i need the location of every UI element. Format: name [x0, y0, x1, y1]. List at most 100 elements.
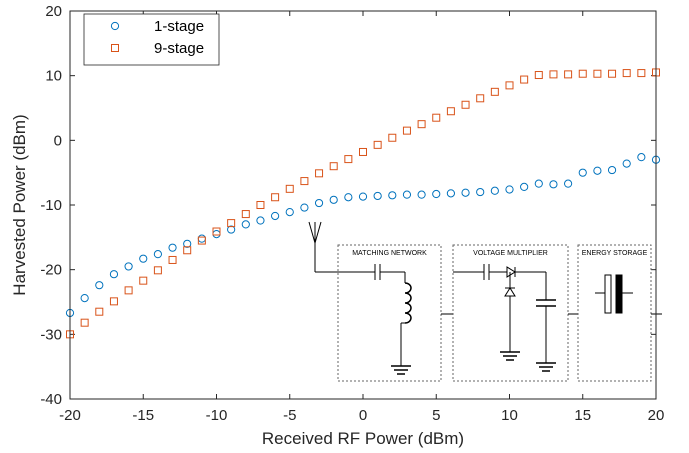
data-point-9-stage	[373, 140, 382, 149]
data-point-9-stage	[153, 266, 162, 275]
data-point-9-stage	[476, 94, 485, 103]
y-axis-ticks: -40 -30 -20 -10 0 10 20	[40, 3, 656, 408]
data-point-1-stage	[285, 208, 294, 217]
data-point-9-stage	[329, 162, 338, 171]
data-point-9-stage	[593, 69, 602, 78]
data-point-1-stage	[432, 189, 441, 199]
y-tick-label: -40	[40, 391, 62, 408]
x-tick-label: 10	[501, 407, 518, 424]
data-point-1-stage	[95, 281, 104, 290]
x-tick-label: -10	[206, 407, 228, 424]
data-point-1-stage	[490, 186, 499, 195]
x-tick-label: -20	[59, 407, 81, 424]
data-point-1-stage	[549, 180, 558, 189]
data-point-9-stage	[432, 113, 441, 122]
data-point-9-stage	[285, 184, 294, 193]
data-point-1-stage	[344, 193, 353, 202]
circuit-inset	[308, 221, 662, 382]
data-point-9-stage	[139, 276, 148, 285]
y-tick-label: 10	[45, 68, 62, 85]
data-point-1-stage	[153, 250, 162, 259]
data-point-9-stage	[637, 69, 646, 78]
data-point-1-stage	[80, 294, 89, 303]
x-tick-label: 20	[648, 407, 665, 424]
data-point-9-stage	[549, 70, 558, 79]
data-point-1-stage	[534, 179, 543, 188]
data-point-9-stage	[300, 177, 309, 186]
data-point-9-stage	[212, 227, 221, 236]
data-point-9-stage	[446, 107, 455, 116]
data-point-1-stage	[578, 168, 587, 177]
series-9-stage	[66, 68, 660, 339]
data-point-9-stage	[461, 100, 470, 109]
data-point-9-stage	[183, 246, 192, 255]
voltage-multiplier-label: VOLTAGE MULTIPLIER	[473, 250, 548, 257]
y-tick-label: -10	[40, 197, 62, 214]
data-point-1-stage	[520, 182, 529, 191]
data-point-9-stage	[227, 219, 236, 228]
y-tick-label: 0	[54, 132, 62, 149]
data-point-1-stage	[109, 270, 119, 279]
data-point-9-stage	[564, 70, 573, 79]
data-point-1-stage	[168, 243, 177, 252]
data-point-1-stage	[593, 166, 602, 175]
legend-marker-9-stage	[111, 44, 119, 52]
data-point-1-stage	[139, 254, 148, 263]
voltage-multiplier-box	[452, 244, 569, 382]
data-point-1-stage	[607, 165, 617, 175]
data-point-1-stage	[461, 188, 470, 197]
data-point-9-stage	[505, 81, 514, 90]
y-axis-title: Harvested Power (dBm)	[10, 114, 29, 295]
x-axis-title: Received RF Power (dBm)	[262, 429, 464, 448]
x-tick-label: 15	[574, 407, 591, 424]
data-point-9-stage	[608, 69, 617, 78]
data-point-9-stage	[359, 147, 367, 156]
data-point-9-stage	[622, 69, 631, 78]
y-tick-label: -20	[40, 262, 62, 279]
data-point-9-stage	[417, 120, 426, 129]
series-1-stage	[65, 153, 661, 318]
data-point-1-stage	[637, 153, 646, 162]
data-point-1-stage	[314, 198, 324, 208]
x-tick-label: 0	[359, 407, 367, 424]
data-point-1-stage	[417, 190, 426, 199]
data-point-1-stage	[241, 220, 250, 229]
data-point-9-stage	[168, 255, 177, 264]
data-point-1-stage	[227, 225, 236, 234]
data-point-1-stage	[329, 195, 338, 204]
data-point-9-stage	[256, 201, 265, 209]
data-point-9-stage	[109, 297, 118, 306]
data-point-1-stage	[373, 191, 382, 201]
data-point-1-stage	[476, 187, 485, 197]
y-tick-label: -30	[40, 326, 62, 343]
data-point-1-stage	[300, 203, 309, 212]
data-point-9-stage	[388, 133, 397, 142]
data-point-1-stage	[446, 189, 455, 198]
y-tick-label: 20	[45, 3, 62, 20]
data-point-9-stage	[241, 210, 250, 219]
data-point-1-stage	[183, 239, 192, 248]
antenna-icon	[308, 221, 322, 272]
data-point-1-stage	[622, 159, 631, 168]
axes-box	[69, 10, 657, 400]
data-point-9-stage	[344, 155, 353, 164]
data-point-9-stage	[95, 307, 104, 316]
x-axis-ticks: -20 -15 -10 -5 0 5 10 15 20	[59, 11, 664, 424]
legend-box	[83, 13, 220, 66]
data-point-1-stage	[271, 211, 280, 221]
legend: 1-stage 9-stage	[83, 13, 220, 66]
data-point-1-stage	[124, 262, 133, 271]
data-point-9-stage	[578, 69, 587, 78]
x-tick-label: -15	[132, 407, 154, 424]
data-point-1-stage	[256, 216, 265, 225]
data-point-1-stage	[505, 185, 514, 194]
legend-marker-1-stage	[110, 21, 120, 31]
data-point-9-stage	[271, 193, 280, 202]
data-point-9-stage	[402, 126, 411, 135]
series-layer	[65, 68, 661, 339]
x-tick-label: 5	[432, 407, 440, 424]
x-tick-label: -5	[283, 407, 296, 424]
data-point-1-stage	[358, 192, 368, 201]
data-point-1-stage	[564, 179, 573, 188]
